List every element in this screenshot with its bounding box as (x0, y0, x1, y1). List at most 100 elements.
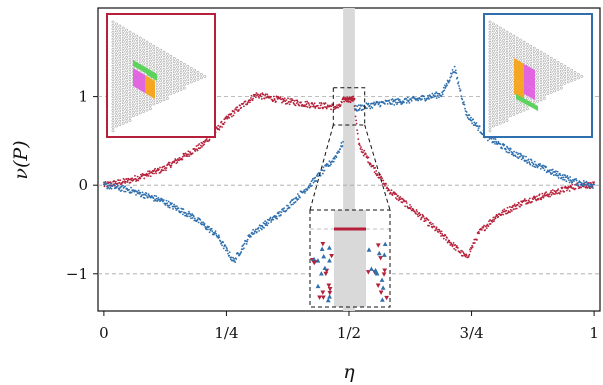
data-point (242, 247, 245, 250)
lattice-site (172, 60, 176, 64)
lattice-site (488, 58, 492, 61)
data-point (444, 87, 447, 89)
lattice-site (128, 95, 132, 99)
data-point (492, 220, 495, 223)
lattice-site (570, 79, 573, 82)
data-point (388, 189, 391, 192)
lattice-site (492, 46, 495, 50)
lattice-site (159, 52, 163, 55)
lattice-site (529, 58, 533, 62)
data-point (352, 95, 355, 98)
lattice-site (549, 60, 553, 64)
zoom-point (311, 260, 317, 266)
lattice-site (111, 30, 115, 34)
data-point (395, 98, 398, 101)
data-point (289, 200, 292, 203)
data-point (304, 100, 307, 103)
lattice-site (169, 85, 173, 89)
data-point (141, 191, 144, 194)
data-point (567, 187, 569, 190)
data-point (409, 207, 412, 210)
lattice-site (135, 34, 139, 38)
zoom-point (381, 272, 387, 277)
data-point (306, 106, 309, 108)
lattice-site (488, 75, 492, 78)
lattice-site (488, 109, 492, 112)
lattice-site (556, 71, 560, 74)
lattice-site (111, 122, 115, 126)
lattice-site (505, 30, 509, 34)
data-point (161, 198, 164, 201)
data-point (175, 159, 178, 162)
data-point (415, 212, 417, 215)
lattice-site (115, 29, 118, 33)
data-point (292, 203, 294, 206)
lattice-site (502, 45, 506, 49)
data-point (534, 166, 537, 169)
lattice-site (159, 82, 163, 86)
data-point (167, 206, 170, 208)
data-point (175, 209, 178, 212)
data-point (123, 178, 126, 181)
lattice-site (111, 24, 115, 27)
lattice-site (121, 74, 125, 77)
data-point (460, 95, 463, 97)
data-point (557, 176, 560, 179)
lattice-site (128, 44, 132, 48)
data-point (509, 211, 512, 213)
data-point (455, 72, 458, 75)
data-point (359, 148, 362, 150)
data-point (146, 173, 149, 176)
data-point (292, 198, 295, 201)
lattice-site (125, 38, 128, 42)
lattice-site (121, 40, 125, 43)
lattice-site (522, 105, 526, 109)
data-point (539, 167, 542, 170)
data-point (491, 219, 494, 221)
data-points (102, 65, 596, 264)
lattice-site (563, 71, 567, 75)
lattice-site (539, 95, 543, 98)
lattice-site (532, 63, 536, 67)
lattice-site (498, 121, 502, 125)
data-point (325, 107, 328, 110)
lattice-site (186, 75, 190, 78)
lattice-site (556, 67, 560, 71)
data-point (230, 113, 233, 115)
data-point (494, 217, 497, 220)
lattice-site (132, 110, 135, 114)
lattice-site (166, 69, 169, 73)
data-point (274, 99, 276, 101)
zoom-point (325, 297, 331, 303)
lattice-site (495, 123, 499, 126)
data-point (114, 180, 117, 183)
data-point (375, 170, 378, 172)
data-point (288, 206, 291, 209)
data-point (271, 216, 274, 219)
lattice-site (488, 78, 492, 82)
lattice-site (155, 70, 159, 74)
data-point (469, 248, 471, 251)
data-point (168, 161, 171, 164)
data-point (468, 253, 471, 256)
lattice-site (553, 79, 556, 83)
data-point (491, 221, 494, 223)
data-point (323, 169, 326, 172)
lattice-site (502, 52, 506, 56)
lattice-site (183, 86, 186, 90)
data-point (219, 240, 222, 243)
lattice-site (121, 36, 125, 40)
lattice-site (519, 110, 522, 113)
lattice-site (115, 39, 118, 43)
data-point (568, 181, 571, 184)
data-point (299, 196, 301, 199)
lattice-site (125, 52, 128, 56)
lattice-site (502, 96, 506, 100)
data-point (263, 97, 266, 100)
lattice-site (152, 68, 156, 72)
data-point (218, 236, 221, 239)
data-point (457, 82, 459, 85)
lattice-site (118, 85, 122, 89)
data-point (197, 221, 200, 224)
data-point (441, 233, 444, 235)
